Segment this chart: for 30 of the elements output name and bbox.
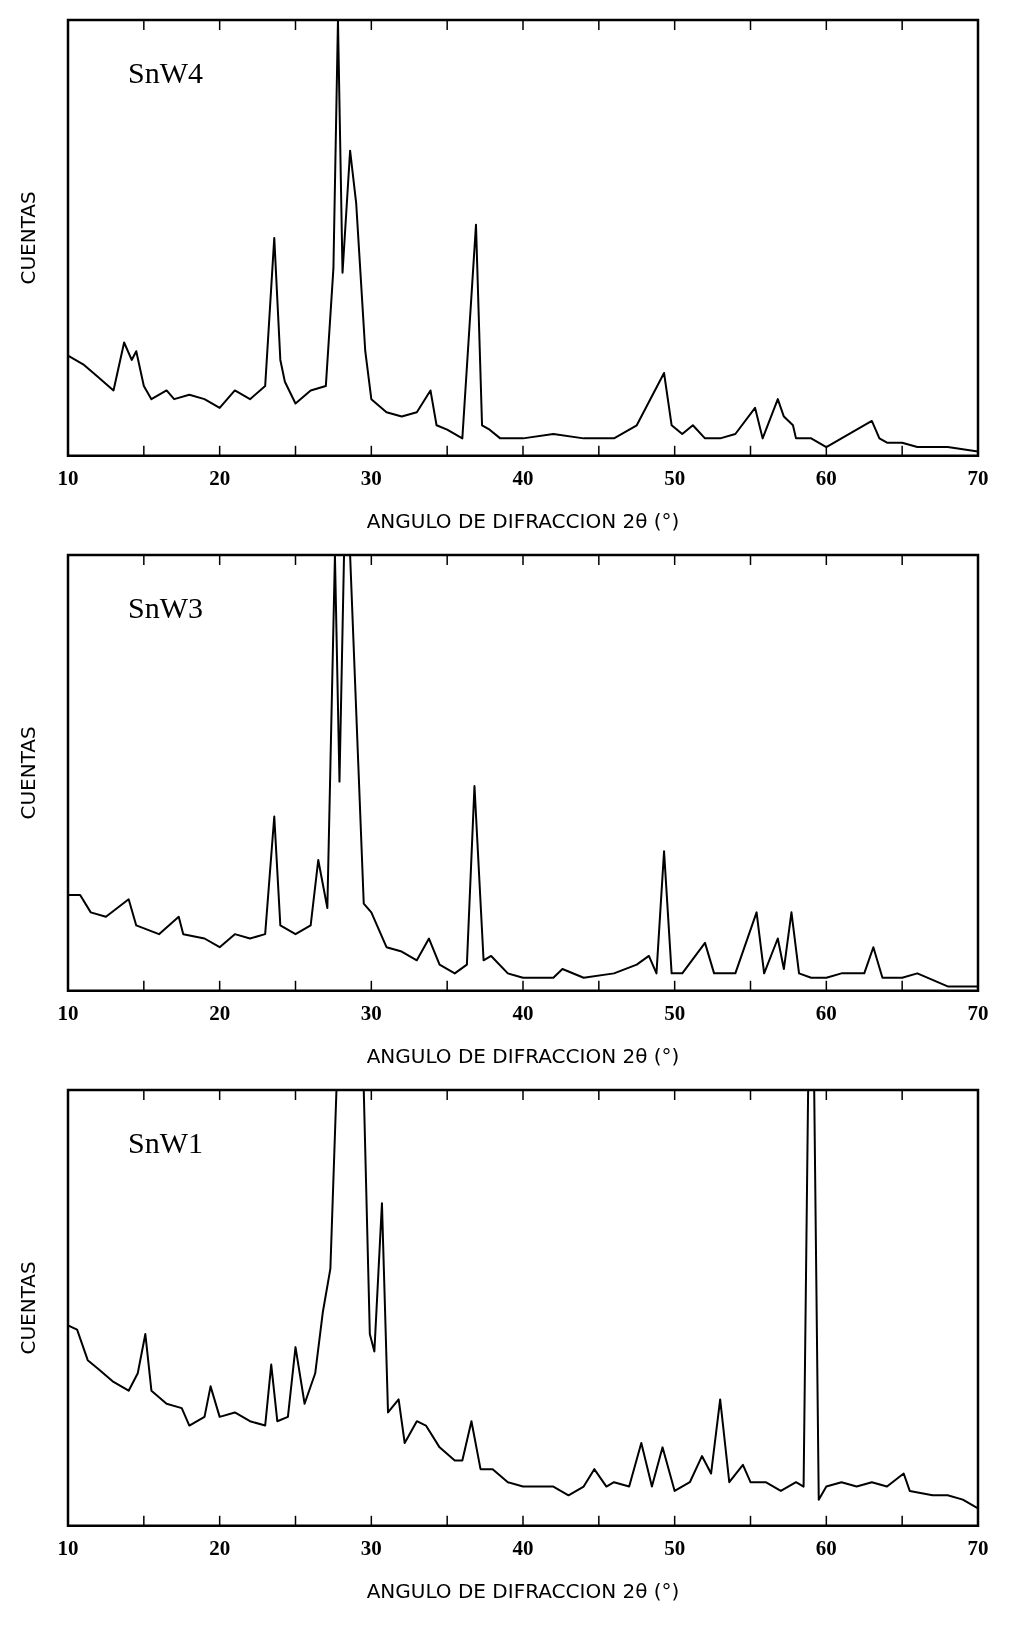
x-tick-label: 30 — [360, 465, 382, 490]
x-tick-label: 50 — [664, 1000, 686, 1025]
x-tick-label: 60 — [815, 465, 837, 490]
x-tick-label: 50 — [664, 465, 686, 490]
x-tick-label: 60 — [815, 1000, 837, 1025]
x-tick-label: 40 — [512, 465, 534, 490]
annotation: SnW3 — [128, 590, 203, 624]
y-axis-title: CUENTAS — [16, 1261, 41, 1355]
x-tick-label: 50 — [664, 1535, 686, 1560]
x-tick-label: 70 — [967, 465, 989, 490]
x-tick-label: 10 — [57, 1535, 79, 1560]
x-tick-label: 60 — [815, 1535, 837, 1560]
x-axis-title: ANGULO DE DIFRACCION 2θ (°) — [366, 509, 680, 534]
x-tick-label: 20 — [209, 1000, 231, 1025]
y-axis-title: CUENTAS — [16, 191, 41, 285]
x-tick-label: 10 — [57, 465, 79, 490]
annotation: SnW1 — [128, 1125, 203, 1159]
x-axis-title: ANGULO DE DIFRACCION 2θ (°) — [366, 1579, 680, 1604]
x-tick-label: 70 — [967, 1535, 989, 1560]
x-axis-title: ANGULO DE DIFRACCION 2θ (°) — [366, 1044, 680, 1069]
annotation: SnW4 — [128, 55, 203, 89]
x-tick-label: 30 — [360, 1000, 382, 1025]
x-tick-label: 40 — [512, 1535, 534, 1560]
x-tick-label: 20 — [209, 465, 231, 490]
y-axis-title: CUENTAS — [16, 726, 41, 820]
x-tick-label: 40 — [512, 1000, 534, 1025]
x-tick-label: 10 — [57, 1000, 79, 1025]
x-tick-label: 30 — [360, 1535, 382, 1560]
x-tick-label: 70 — [967, 1000, 989, 1025]
x-tick-label: 20 — [209, 1535, 231, 1560]
